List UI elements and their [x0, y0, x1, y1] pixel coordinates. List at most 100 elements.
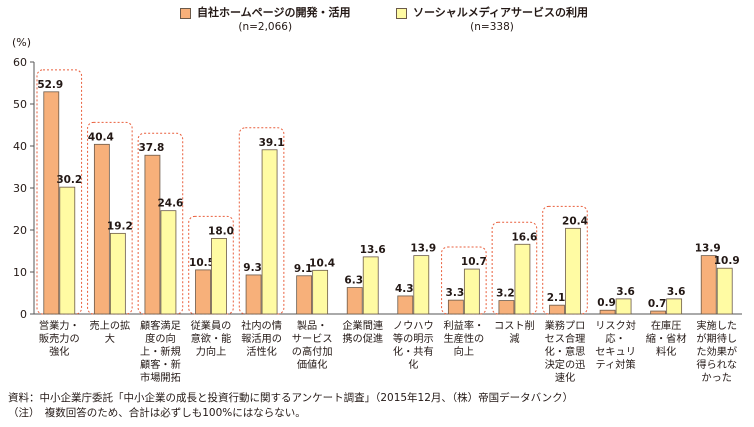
bar-series2 — [362, 256, 379, 315]
x-category-label: 製品・ — [297, 319, 328, 332]
x-category-label: 利益率・ — [443, 319, 484, 332]
bar-series1 — [296, 275, 313, 315]
x-category-label: 報活用の — [241, 333, 282, 345]
data-label-series1: 0.9 — [597, 297, 616, 309]
x-category-label: の高付加 — [292, 345, 333, 358]
legend-swatch-series1 — [180, 7, 191, 19]
y-tick-label: 40 — [13, 140, 27, 153]
data-label-series1: 37.8 — [138, 142, 164, 154]
x-category-label: 意欲・能 — [191, 332, 232, 345]
data-label-series2: 13.6 — [360, 244, 386, 256]
bar-series1 — [93, 143, 110, 315]
bar-series2 — [463, 268, 480, 315]
y-tick-label: 0 — [20, 308, 27, 321]
y-axis-unit: (%) — [12, 36, 32, 49]
data-label-series1: 10.5 — [189, 257, 215, 269]
data-label-series1: 6.3 — [344, 275, 363, 287]
x-category-label: 業務プロ — [545, 319, 586, 332]
data-label-series2: 20.4 — [562, 215, 588, 227]
legend-item-series2: ソーシャルメディアサービスの利用 (n=338) — [396, 6, 588, 34]
x-category-label: サービス — [292, 333, 333, 345]
x-category-label: 在庫圧 — [651, 319, 682, 332]
legend-n-series2: (n=338) — [470, 21, 514, 33]
x-category-label: 売上の拡 — [89, 319, 130, 332]
x-category-label: 応・ — [605, 332, 625, 345]
x-category-label: 化・共有 — [393, 345, 434, 358]
x-category-label: 価値化 — [297, 358, 328, 371]
bar-series1 — [650, 310, 667, 315]
bar-series2 — [59, 186, 76, 315]
data-label-series1: 52.9 — [37, 79, 63, 91]
x-category-label: セキュリ — [595, 346, 636, 358]
x-category-label: 力向上 — [196, 345, 227, 358]
x-category-label: ノウハウ — [393, 320, 434, 332]
x-category-label: コスト削 — [494, 319, 535, 332]
bar-series1 — [195, 269, 211, 315]
highlight-box — [188, 215, 234, 315]
bar-series2 — [413, 255, 430, 315]
bar-series2 — [514, 243, 531, 315]
data-label-series1: 9.3 — [243, 262, 262, 274]
bar-series2 — [261, 149, 278, 315]
x-category-label: 市場開拓 — [140, 371, 181, 384]
x-category-label: 上・新規 — [140, 345, 181, 358]
bar-series2 — [160, 210, 177, 315]
x-category-label: 得られな — [696, 359, 737, 371]
bar-series1 — [346, 287, 363, 315]
bar-series1 — [245, 274, 262, 315]
bar-series2 — [716, 267, 733, 315]
x-category-label: 強化 — [49, 345, 69, 358]
y-tick-label: 60 — [13, 56, 27, 69]
x-category-label: 実施した — [696, 319, 737, 332]
x-category-label: 従業員の — [191, 319, 232, 332]
data-label-series1: 0.7 — [648, 298, 667, 310]
x-category-label: 速化 — [555, 371, 575, 384]
highlight-box — [441, 246, 487, 315]
legend-label-series1: 自社ホームページの開発・活用 — [197, 6, 351, 19]
data-label-series1: 9.1 — [294, 263, 313, 275]
x-category-label: セス合理 — [545, 332, 586, 345]
x-category-label: 顧客満足 — [140, 319, 181, 332]
highlight-box — [36, 69, 83, 315]
data-label-series1: 13.9 — [695, 243, 721, 255]
y-tick-label: 50 — [13, 98, 27, 111]
x-category-label: 活性化 — [246, 345, 277, 358]
data-label-series2: 10.9 — [714, 255, 740, 267]
data-label-series2: 24.6 — [157, 198, 183, 210]
data-label-series1: 3.2 — [496, 288, 515, 300]
bar-series1 — [599, 309, 616, 315]
x-category-label: 企業間連 — [342, 319, 383, 332]
highlight-box — [542, 205, 588, 315]
highlight-box — [137, 132, 184, 315]
bar-series1 — [549, 304, 565, 315]
data-label-series2: 10.7 — [461, 256, 487, 268]
x-category-label: 営業力・ — [39, 319, 80, 332]
data-label-series1: 2.1 — [547, 292, 566, 304]
x-category-label: 縮・省材 — [646, 332, 687, 345]
x-category-label: た効果が — [696, 345, 737, 358]
legend-item-series1: 自社ホームページの開発・活用 (n=2,066) — [180, 6, 350, 34]
data-label-series1: 3.3 — [446, 287, 465, 299]
bar-series2 — [615, 298, 632, 315]
x-category-label: 生産性の — [443, 332, 484, 345]
x-category-label: かった — [701, 372, 732, 384]
bar-series1 — [144, 154, 161, 315]
x-category-label: 携の促進 — [342, 332, 383, 345]
bar-series2 — [109, 232, 126, 315]
legend-swatch-series2 — [396, 7, 407, 19]
x-category-label: 決定の迅 — [545, 358, 586, 371]
x-category-label: 化 — [408, 358, 418, 371]
bar-series2 — [565, 227, 581, 315]
legend-n-series1: (n=2,066) — [238, 21, 293, 33]
x-category-label: 減 — [509, 332, 519, 345]
highlight-box — [491, 221, 538, 315]
data-label-series2: 3.6 — [616, 286, 635, 298]
highlight-box — [238, 127, 285, 315]
x-category-label: リスク対 — [595, 319, 636, 332]
bar-series1 — [498, 300, 515, 315]
x-category-label: が期待し — [696, 332, 737, 345]
bar-series1 — [700, 255, 717, 315]
x-category-label: 社内の情 — [241, 319, 282, 332]
x-category-label: ティ対策 — [596, 358, 636, 371]
